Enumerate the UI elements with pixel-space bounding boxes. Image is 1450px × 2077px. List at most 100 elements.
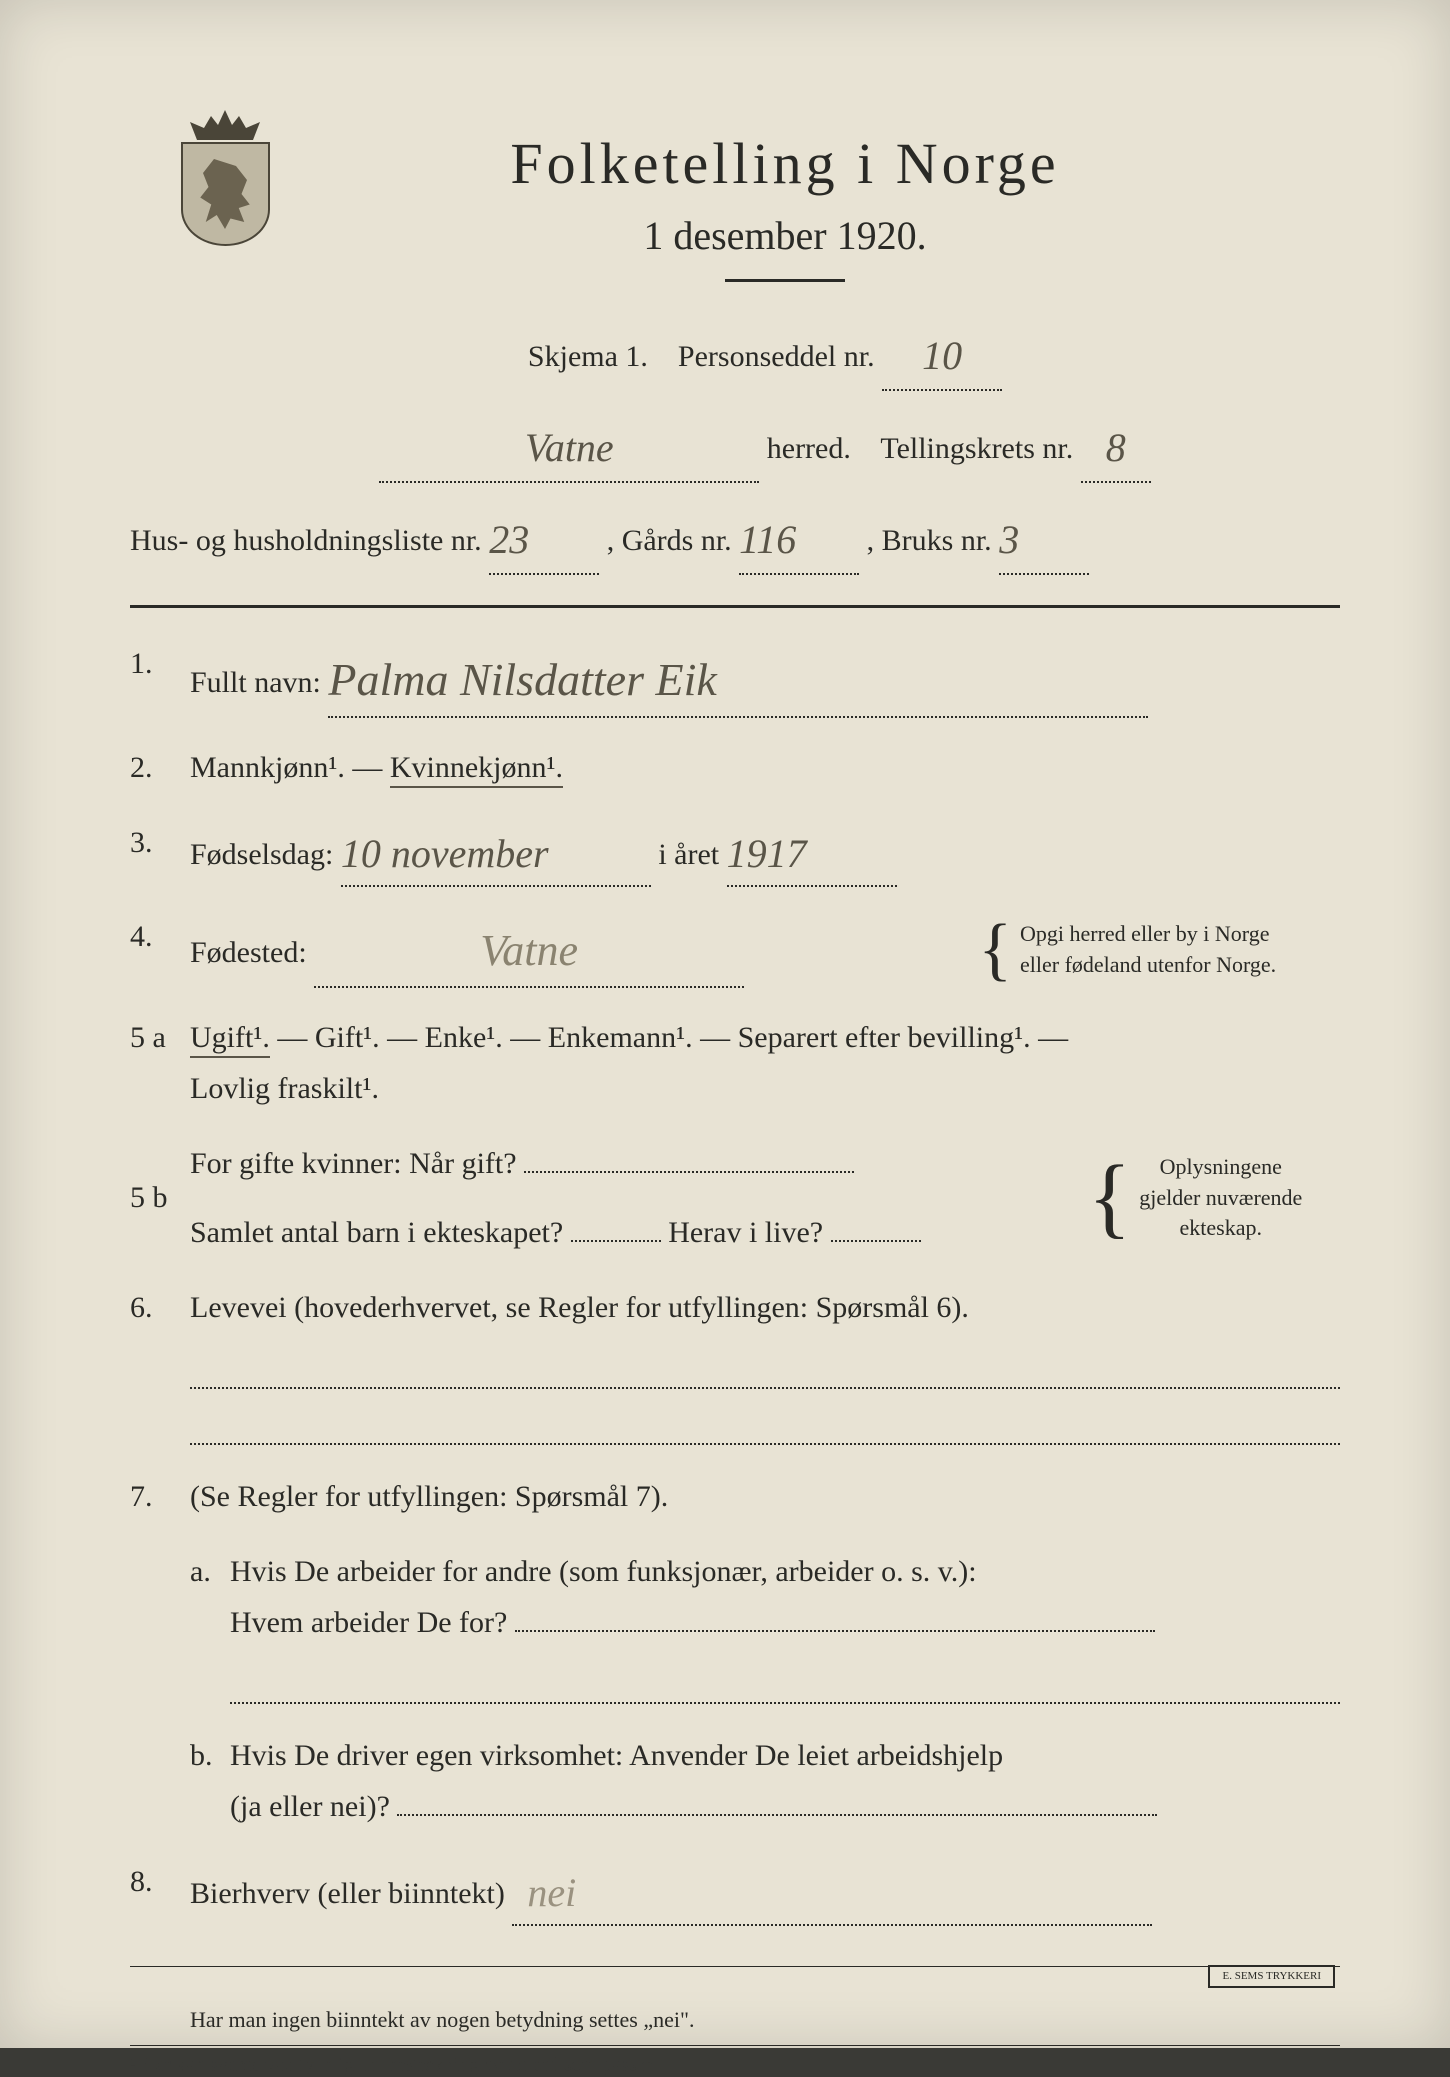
question-7b: b. Hvis De driver egen virksomhet: Anven…: [190, 1730, 1340, 1832]
tellingskrets-field: 8: [1081, 409, 1151, 483]
q7a-line2: Hvem arbeider De for?: [230, 1606, 507, 1639]
question-3: 3. Fødselsdag: 10 november i året 1917: [130, 817, 1340, 887]
meta-row-2: Vatne herred. Tellingskrets nr. 8: [190, 409, 1340, 483]
q7b-field: [397, 1814, 1157, 1816]
q7a-letter: a.: [190, 1546, 230, 1648]
herred-value: Vatne: [525, 425, 614, 470]
question-7a: a. Hvis De arbeider for andre (som funks…: [190, 1546, 1340, 1648]
q5b-num: 5 b: [130, 1172, 190, 1223]
q1-value: Palma Nilsdatter Eik: [328, 654, 716, 705]
q1-field: Palma Nilsdatter Eik: [328, 638, 1148, 718]
q5a-opt2: Gift¹.: [315, 1021, 380, 1054]
main-divider: [130, 605, 1340, 608]
q6-field-line2: [190, 1415, 1340, 1445]
gards-field: 116: [739, 501, 859, 575]
q5b-note-group: { Oplysningene gjelder nuværende ekteska…: [1080, 1152, 1340, 1244]
q8-num: 8.: [130, 1856, 190, 1926]
bruks-field: 3: [999, 501, 1089, 575]
footnote-1: Har man ingen biinntekt av nogen betydni…: [190, 2007, 1340, 2033]
q4-note-group: { Opgi herred eller by i Norge eller fød…: [970, 919, 1340, 981]
gards-label: , Gårds nr.: [607, 524, 732, 557]
q7a-field-line2: [230, 1674, 1340, 1704]
q2-female: Kvinnekjønn¹.: [390, 751, 563, 788]
q5b-note1: Oplysningene: [1160, 1154, 1282, 1179]
q5a-opt1: Ugift¹.: [190, 1021, 270, 1058]
q5b-line1: For gifte kvinner: Når gift?: [190, 1147, 517, 1180]
question-1: 1. Fullt navn: Palma Nilsdatter Eik: [130, 638, 1340, 718]
q3-day-field: 10 november: [341, 817, 651, 887]
q4-field: Vatne: [314, 911, 744, 988]
q6-label: Levevei (hovederhvervet, se Regler for u…: [190, 1282, 1340, 1333]
q7b-letter: b.: [190, 1730, 230, 1832]
crown-icon: [190, 110, 260, 140]
q6-field-line1: [190, 1359, 1340, 1389]
meta-row-3: Hus- og husholdningsliste nr. 23 , Gårds…: [130, 501, 1340, 575]
question-7: 7. (Se Regler for utfyllingen: Spørsmål …: [130, 1471, 1340, 1522]
q5b-gift-field: [524, 1171, 854, 1173]
q7-label: (Se Regler for utfyllingen: Spørsmål 7).: [190, 1471, 1340, 1522]
q5a-num: 5 a: [130, 1012, 190, 1114]
q1-label: Fullt navn:: [190, 666, 321, 699]
q3-day: 10 november: [341, 831, 549, 876]
bruks-label: , Bruks nr.: [867, 524, 992, 557]
question-5a: 5 a Ugift¹. — Gift¹. — Enke¹. — Enkemann…: [130, 1012, 1340, 1114]
q5b-barn-field: [571, 1240, 661, 1242]
q5b-line2: Samlet antal barn i ekteskapet?: [190, 1216, 563, 1249]
lion-icon: [198, 159, 253, 229]
meta-row-1: Skjema 1. Personseddel nr. 10: [190, 317, 1340, 391]
husliste-nr: 23: [489, 517, 529, 562]
question-5b: 5 b For gifte kvinner: Når gift? Samlet …: [130, 1138, 1340, 1258]
q8-label: Bierhverv (eller biinntekt): [190, 1877, 505, 1910]
question-4: 4. Fødested: Vatne { Opgi herred eller b…: [130, 911, 1340, 988]
q3-year-label: i året: [658, 838, 719, 871]
header-divider: [725, 279, 845, 282]
q5b-line2b: Herav i live?: [668, 1216, 823, 1249]
q4-num: 4.: [130, 911, 190, 988]
q7a-line1: Hvis De arbeider for andre (som funksjon…: [230, 1555, 977, 1588]
printer-stamp: E. SEMS TRYKKERI: [1208, 1965, 1335, 1988]
q7a-field: [515, 1630, 1155, 1632]
shield-icon: [181, 142, 270, 246]
personseddel-nr: 10: [922, 333, 962, 378]
form-header: Folketelling i Norge 1 desember 1920.: [230, 130, 1340, 282]
tellingskrets-label: Tellingskrets nr.: [880, 432, 1073, 465]
q3-label: Fødselsdag:: [190, 838, 333, 871]
q4-value: Vatne: [480, 926, 578, 975]
q5a-opt5: Separert efter bevilling¹.: [738, 1021, 1031, 1054]
q8-field: nei: [512, 1856, 1152, 1926]
q5a-opt4: Enkemann¹.: [548, 1021, 693, 1054]
brace-icon: {: [1088, 1162, 1131, 1234]
census-form-page: Folketelling i Norge 1 desember 1920. Sk…: [0, 0, 1450, 2048]
form-subtitle: 1 desember 1920.: [230, 212, 1340, 259]
husliste-field: 23: [489, 501, 599, 575]
footnote-2: ¹ Her kan svares ved tydelig understrekn…: [130, 2045, 1340, 2077]
q5a-opt3: Enke¹.: [425, 1021, 503, 1054]
gards-nr: 116: [739, 517, 796, 562]
personseddel-label: Personseddel nr.: [678, 340, 875, 373]
q5b-live-field: [831, 1240, 921, 1242]
q4-label: Fødested:: [190, 936, 307, 969]
q2-dash: —: [352, 751, 390, 784]
husliste-label: Hus- og husholdningsliste nr.: [130, 524, 482, 557]
form-title: Folketelling i Norge: [230, 130, 1340, 197]
footnote-divider: [130, 1966, 1340, 1967]
q4-note1: Opgi herred eller by i Norge: [1020, 921, 1269, 946]
question-8: 8. Bierhverv (eller biinntekt) nei: [130, 1856, 1340, 1926]
herred-field: Vatne: [379, 409, 759, 483]
personseddel-nr-field: 10: [882, 317, 1002, 391]
skjema-label: Skjema 1.: [528, 340, 648, 373]
tellingskrets-nr: 8: [1106, 425, 1126, 470]
brace-icon: {: [978, 922, 1012, 978]
q1-num: 1.: [130, 638, 190, 718]
question-2: 2. Mannkjønn¹. — Kvinnekjønn¹.: [130, 742, 1340, 793]
q2-num: 2.: [130, 742, 190, 793]
question-6: 6. Levevei (hovederhvervet, se Regler fo…: [130, 1282, 1340, 1333]
q6-num: 6.: [130, 1282, 190, 1333]
q3-year: 1917: [727, 831, 807, 876]
q5b-note2: gjelder nuværende: [1139, 1185, 1302, 1210]
coat-of-arms: [175, 110, 275, 250]
q3-num: 3.: [130, 817, 190, 887]
q3-year-field: 1917: [727, 817, 897, 887]
q5a-opt6: Lovlig fraskilt¹.: [190, 1072, 379, 1105]
q8-value: nei: [527, 1870, 576, 1915]
